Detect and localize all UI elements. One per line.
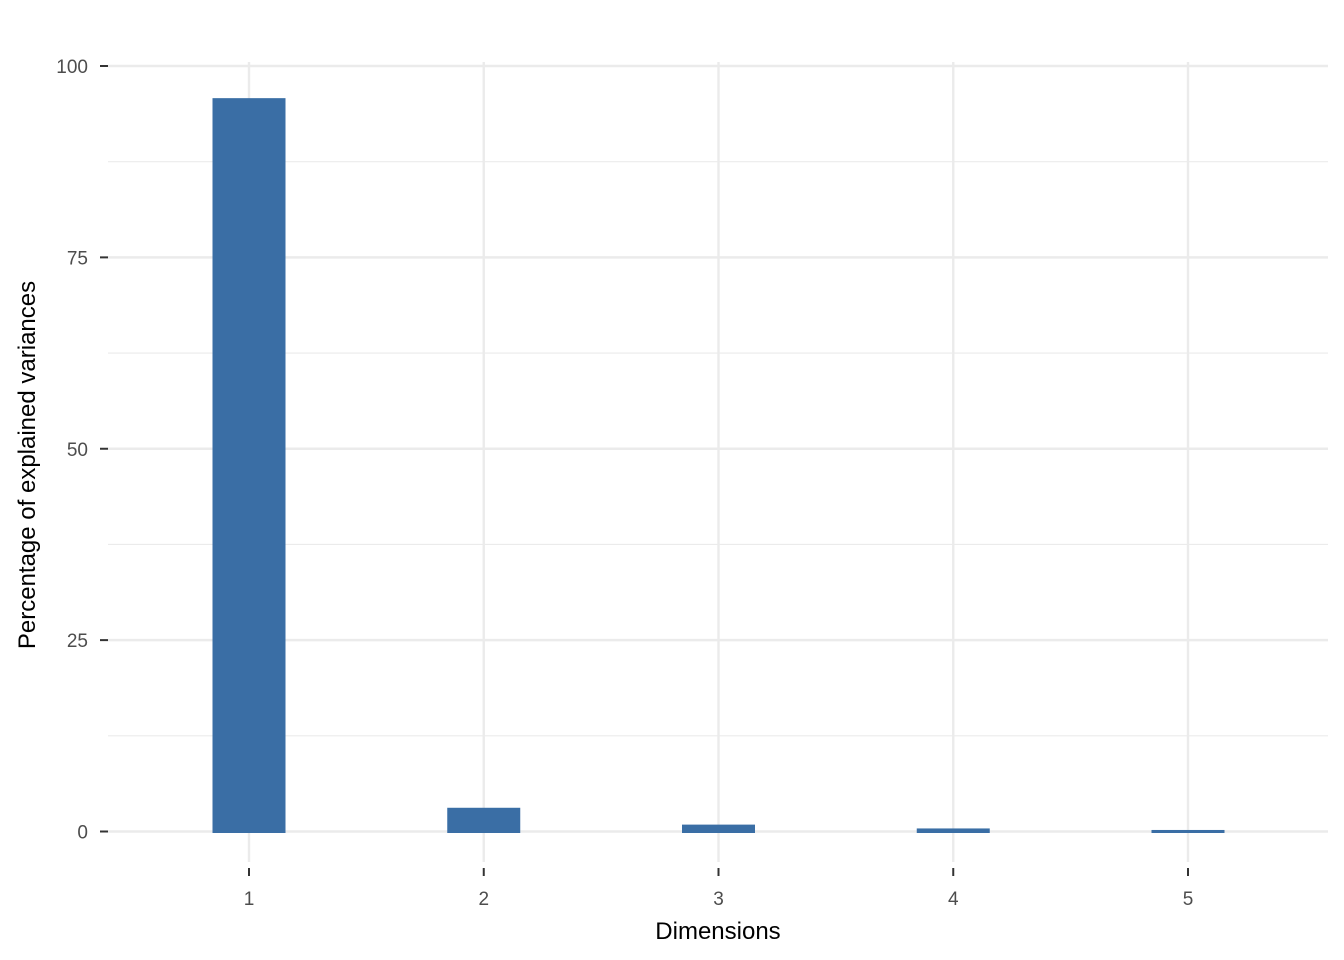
y-tick-label: 50 xyxy=(67,440,88,461)
y-tick-label: 100 xyxy=(56,57,88,78)
y-tick-label: 25 xyxy=(67,631,88,652)
x-tick-label: 5 xyxy=(1183,889,1194,910)
x-tick-label: 1 xyxy=(244,889,255,910)
y-axis-title: Percentage of explained variances xyxy=(14,281,41,649)
x-tick-label: 2 xyxy=(478,889,489,910)
bar-dimension-5 xyxy=(1151,829,1225,833)
bars xyxy=(212,98,1225,833)
bar-dimension-4 xyxy=(916,828,990,833)
y-tick-label: 75 xyxy=(67,248,88,269)
x-axis-title: Dimensions xyxy=(655,918,780,945)
bar-dimension-2 xyxy=(447,807,521,833)
bar-dimension-3 xyxy=(682,824,755,833)
x-axis: 1 2 3 4 5 xyxy=(244,868,1194,910)
y-tick-label: 0 xyxy=(77,823,88,844)
bar-dimension-1 xyxy=(212,98,286,833)
y-axis: 0 25 50 75 100 xyxy=(56,57,108,844)
x-tick-label: 3 xyxy=(713,889,724,910)
grid xyxy=(108,62,1328,862)
x-tick-label: 4 xyxy=(948,889,959,910)
